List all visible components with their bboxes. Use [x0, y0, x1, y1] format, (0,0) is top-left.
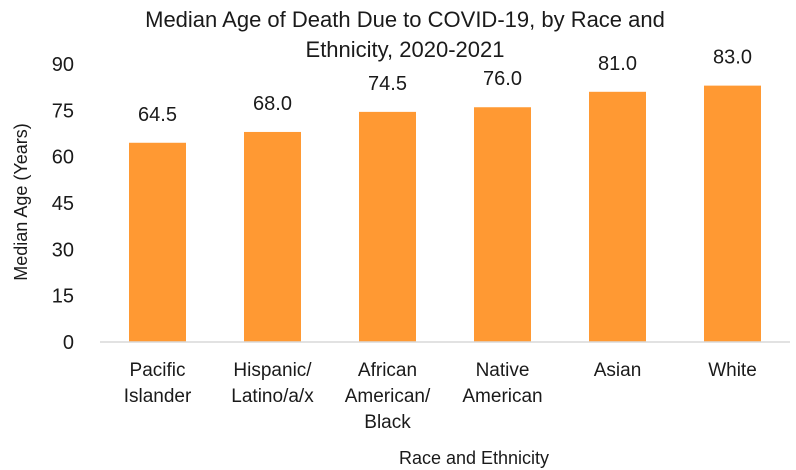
chart-title-line: Ethnicity, 2020-2021: [306, 37, 505, 62]
bar: [359, 111, 416, 342]
y-tick-label: 15: [52, 286, 74, 308]
x-tick-label: Latino/a/x: [231, 386, 314, 407]
x-tick-label: Pacific: [130, 360, 186, 381]
x-tick-label: Asian: [594, 360, 642, 381]
chart-title-line: Median Age of Death Due to COVID-19, by …: [145, 7, 665, 32]
y-tick-label: 90: [52, 54, 74, 76]
data-label: 64.5: [138, 104, 177, 126]
bar: [474, 107, 531, 342]
y-tick-label: 30: [52, 239, 74, 261]
y-axis-title: Median Age (Years): [11, 123, 31, 280]
x-tick-label: Hispanic/: [233, 360, 312, 381]
x-tick-label: Black: [364, 412, 411, 433]
x-tick-label: Islander: [124, 386, 192, 407]
x-tick-label: American/: [345, 386, 431, 407]
data-label: 74.5: [368, 73, 407, 95]
y-tick-label: 0: [63, 332, 74, 354]
x-tick-label: White: [708, 360, 757, 381]
x-tick-label: Native: [476, 360, 530, 381]
y-tick-label: 60: [52, 147, 74, 169]
chart-title: Median Age of Death Due to COVID-19, by …: [145, 7, 665, 62]
category-labels: Pacific Islander Hispanic/Latino/a/x Africa…: [124, 360, 757, 433]
x-tick-label: African: [358, 360, 417, 381]
y-tick-label: 75: [52, 100, 74, 122]
y-tick-label: 45: [52, 193, 74, 215]
data-labels: 64.5 68.0 74.5 76.0 81.0 83.0: [138, 47, 752, 126]
bars: [129, 85, 761, 342]
bar: [704, 85, 761, 342]
y-axis-ticks: 0 15 30 45 60 75 90: [52, 54, 74, 354]
bar: [589, 91, 646, 342]
data-label: 81.0: [598, 53, 637, 75]
x-tick-label: American: [462, 386, 542, 407]
bar: [244, 131, 301, 342]
x-axis-title: Race and Ethnicity: [399, 448, 549, 468]
data-label: 83.0: [713, 47, 752, 69]
data-label: 68.0: [253, 93, 292, 115]
bar: [129, 142, 186, 342]
data-label: 76.0: [483, 68, 522, 90]
